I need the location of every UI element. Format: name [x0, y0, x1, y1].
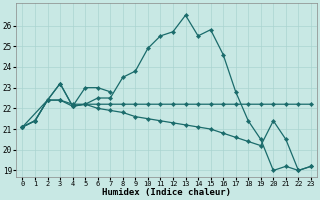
X-axis label: Humidex (Indice chaleur): Humidex (Indice chaleur) — [102, 188, 231, 197]
